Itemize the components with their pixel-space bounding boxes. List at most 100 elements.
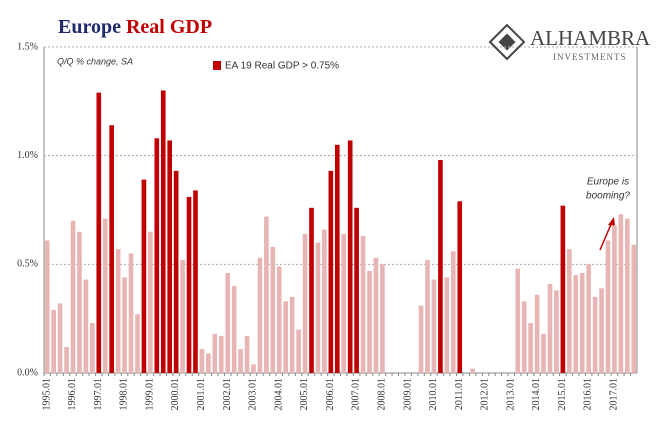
x-tick-label: 2008.01 bbox=[376, 378, 387, 411]
logo-mark bbox=[488, 23, 526, 61]
x-tick-label: 2007.01 bbox=[351, 378, 362, 411]
bar bbox=[554, 290, 559, 373]
bar bbox=[341, 233, 347, 373]
bar bbox=[380, 264, 385, 373]
bar bbox=[96, 92, 102, 373]
x-tick-label: 1995.01 bbox=[41, 378, 52, 411]
bar bbox=[251, 364, 256, 373]
bar bbox=[244, 336, 250, 373]
bar bbox=[367, 270, 372, 373]
bar bbox=[109, 125, 114, 374]
x-tick-label: 2001.01 bbox=[196, 378, 207, 411]
bar bbox=[457, 201, 463, 373]
logo: ALHAMBRA INVESTMENTS bbox=[488, 23, 651, 62]
bar bbox=[328, 170, 334, 373]
bar bbox=[360, 236, 366, 373]
bar bbox=[347, 140, 353, 373]
bar bbox=[373, 257, 379, 373]
annotation: booming? bbox=[586, 191, 630, 202]
bar bbox=[70, 220, 76, 373]
bar bbox=[534, 294, 540, 373]
bar bbox=[64, 346, 69, 373]
title-part: Europe bbox=[58, 16, 121, 38]
legend-label: EA 19 Real GDP > 0.75% bbox=[225, 61, 339, 72]
y-tick-label: 1.0% bbox=[17, 150, 38, 161]
bar bbox=[44, 240, 50, 373]
bar bbox=[296, 329, 301, 373]
x-tick-label: 2009.01 bbox=[402, 378, 413, 411]
bar bbox=[618, 214, 624, 373]
logo-mark bbox=[498, 33, 516, 51]
bar bbox=[238, 349, 243, 373]
bar bbox=[322, 229, 327, 373]
x-tick-label: 2004.01 bbox=[273, 378, 284, 411]
x-tick-label: 2010.01 bbox=[428, 378, 439, 411]
x-tick-label: 1999.01 bbox=[144, 378, 155, 411]
bar bbox=[515, 268, 521, 373]
bar bbox=[444, 277, 450, 373]
bar bbox=[257, 257, 263, 373]
x-tick-label: 2013.01 bbox=[505, 378, 516, 411]
bar bbox=[309, 207, 314, 373]
legend-swatch bbox=[213, 61, 221, 70]
bar bbox=[418, 305, 424, 373]
logo-name: ALHAMBRA bbox=[530, 26, 651, 50]
bar bbox=[77, 231, 82, 373]
x-tick-label: 2011.01 bbox=[454, 378, 465, 410]
bar bbox=[154, 138, 160, 373]
bar bbox=[115, 249, 121, 373]
bar bbox=[173, 170, 179, 373]
bar bbox=[470, 368, 475, 373]
bar bbox=[450, 251, 456, 373]
x-tick-label: 2015.01 bbox=[557, 378, 568, 411]
bar bbox=[547, 283, 553, 373]
bar bbox=[231, 286, 237, 373]
chart-title: Europe Real GDP bbox=[58, 16, 212, 38]
y-tick-label: 0.0% bbox=[17, 367, 38, 378]
x-tick-label: 1996.01 bbox=[67, 378, 78, 411]
bar bbox=[270, 246, 276, 373]
annotation-arrowhead bbox=[608, 217, 615, 226]
x-tick-label: 1998.01 bbox=[119, 378, 130, 411]
bar bbox=[521, 301, 527, 373]
bar bbox=[57, 303, 63, 373]
bar bbox=[206, 353, 211, 373]
x-tick-label: 2005.01 bbox=[299, 378, 310, 411]
bar bbox=[122, 277, 127, 373]
x-tick-label: 1997.01 bbox=[93, 378, 104, 411]
annotation-arrow bbox=[599, 221, 613, 251]
bar bbox=[148, 231, 153, 373]
bar bbox=[83, 279, 89, 373]
bar bbox=[218, 336, 224, 373]
bar bbox=[528, 323, 533, 373]
bar bbox=[283, 301, 289, 373]
bar bbox=[90, 323, 95, 373]
bar bbox=[612, 225, 617, 373]
bar bbox=[212, 333, 218, 373]
x-tick-label: 2006.01 bbox=[325, 378, 336, 411]
bar bbox=[302, 233, 308, 373]
y-tick-label: 0.5% bbox=[17, 259, 38, 270]
bar bbox=[560, 205, 566, 373]
x-tick-label: 2016.01 bbox=[583, 378, 594, 411]
subtitle: Q/Q % change, SA bbox=[57, 56, 133, 66]
bar bbox=[425, 259, 430, 373]
x-tick-label: 2000.01 bbox=[170, 378, 181, 411]
y-tick-label: 1.5% bbox=[17, 41, 38, 52]
x-tick-label: 2003.01 bbox=[248, 378, 259, 411]
x-tick-label: 2002.01 bbox=[222, 378, 233, 411]
bar bbox=[354, 207, 359, 373]
bar bbox=[579, 273, 585, 373]
bar bbox=[289, 296, 295, 373]
bar bbox=[51, 309, 56, 373]
bar bbox=[186, 196, 192, 373]
bar bbox=[431, 279, 437, 373]
bar bbox=[541, 333, 546, 373]
bar bbox=[102, 218, 108, 373]
bar bbox=[605, 240, 611, 373]
bar bbox=[160, 90, 166, 373]
bar bbox=[567, 249, 572, 373]
bar bbox=[225, 273, 231, 373]
bar bbox=[438, 160, 443, 373]
